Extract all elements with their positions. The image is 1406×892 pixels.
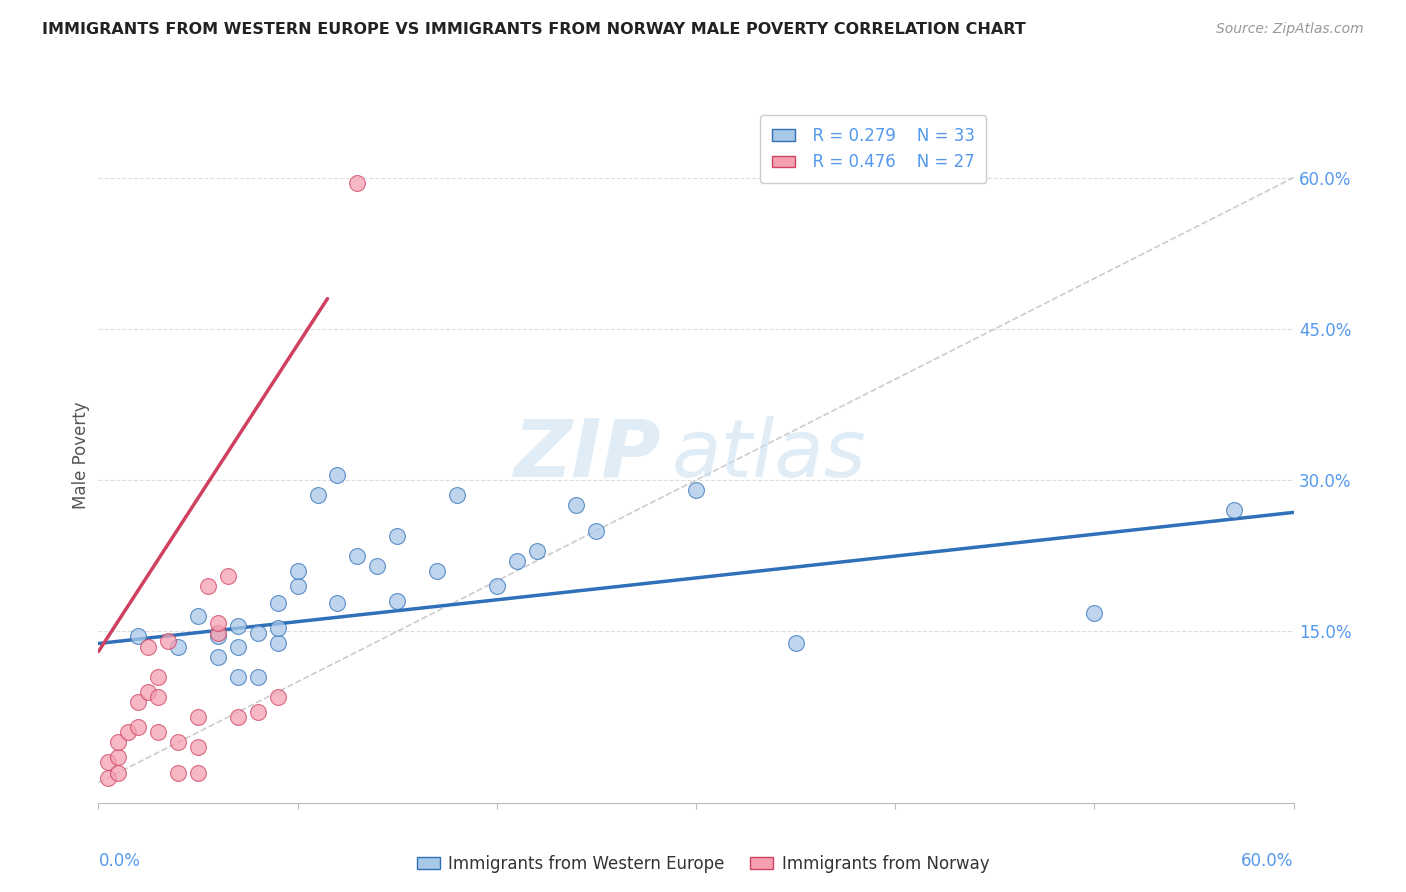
Point (197, 579, 219, 593)
Point (287, 579, 309, 593)
Point (117, 725, 139, 739)
Legend:   R = 0.279    N = 33,   R = 0.476    N = 27: R = 0.279 N = 33, R = 0.476 N = 27 (761, 115, 987, 183)
Point (217, 569, 239, 583)
Text: IMMIGRANTS FROM WESTERN EUROPE VS IMMIGRANTS FROM NORWAY MALE POVERTY CORRELATIO: IMMIGRANTS FROM WESTERN EUROPE VS IMMIGR… (42, 22, 1026, 37)
Point (287, 564, 309, 578)
Point (127, 629, 149, 643)
Text: 60.0%: 60.0% (1241, 852, 1294, 870)
Point (267, 636, 290, 650)
Point (187, 765, 209, 780)
Point (346, 549, 368, 563)
Point (565, 499, 588, 513)
Point (326, 468, 349, 483)
Point (187, 710, 209, 724)
Point (157, 634, 180, 648)
Point (267, 596, 290, 610)
Point (127, 720, 149, 734)
Point (485, 579, 508, 593)
Point (97, 771, 120, 785)
Point (785, 636, 807, 650)
Point (148, 670, 170, 684)
Point (385, 528, 409, 542)
Text: Source: ZipAtlas.com: Source: ZipAtlas.com (1216, 22, 1364, 37)
Point (1222, 503, 1246, 517)
Point (246, 670, 269, 684)
Point (226, 619, 249, 633)
Legend: Immigrants from Western Europe, Immigrants from Norway: Immigrants from Western Europe, Immigran… (409, 847, 997, 881)
Point (136, 640, 159, 654)
Point (167, 640, 190, 654)
Point (267, 690, 290, 704)
Text: atlas: atlas (672, 416, 868, 494)
Text: ZIP: ZIP (513, 416, 661, 494)
Point (207, 626, 229, 640)
Point (246, 705, 269, 719)
Point (148, 725, 170, 739)
Point (346, 176, 368, 190)
Point (136, 685, 159, 699)
Point (207, 649, 229, 664)
Point (1083, 606, 1105, 620)
Y-axis label: Male Poverty: Male Poverty (72, 401, 90, 508)
Text: 0.0%: 0.0% (98, 852, 141, 870)
Point (307, 488, 329, 502)
Point (207, 629, 229, 643)
Point (226, 670, 249, 684)
Point (585, 524, 607, 538)
Point (226, 640, 249, 654)
Point (685, 483, 707, 498)
Point (246, 626, 269, 640)
Point (167, 765, 190, 780)
Point (107, 735, 129, 749)
Point (107, 765, 129, 780)
Point (326, 596, 349, 610)
Point (167, 735, 190, 749)
Point (506, 554, 529, 568)
Point (187, 609, 209, 624)
Point (187, 740, 209, 755)
Point (526, 543, 548, 558)
Point (226, 710, 249, 724)
Point (366, 558, 388, 573)
Point (385, 594, 409, 608)
Point (426, 564, 449, 578)
Point (127, 695, 149, 709)
Point (107, 750, 129, 764)
Point (97, 756, 120, 770)
Point (446, 488, 468, 502)
Point (148, 690, 170, 704)
Point (267, 621, 290, 635)
Point (207, 616, 229, 631)
